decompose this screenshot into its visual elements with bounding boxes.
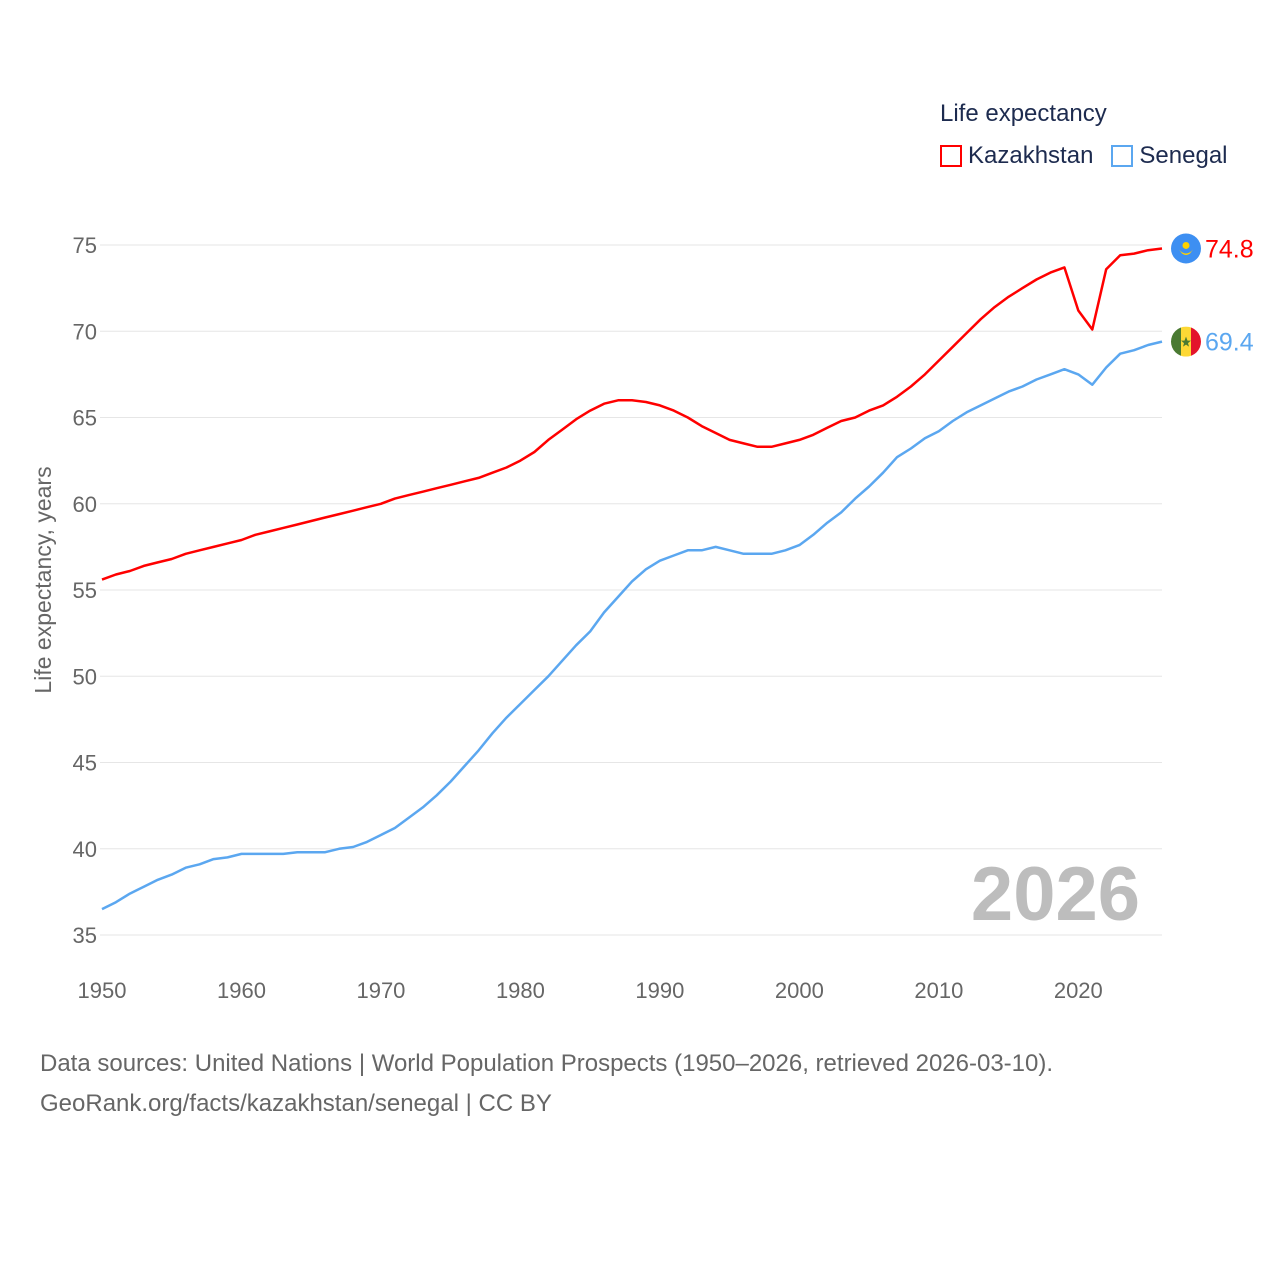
y-tick-label: 35	[73, 923, 97, 948]
source-line: Data sources: United Nations | World Pop…	[40, 1050, 1054, 1077]
x-tick-label: 1970	[356, 978, 405, 1003]
legend-item-kazakhstan[interactable]: Kazakhstan	[940, 142, 1093, 170]
x-tick-label: 1980	[496, 978, 545, 1003]
end-label-kazakhstan: 74.8	[1205, 235, 1254, 263]
source-link[interactable]: GeoRank.org/facts/kazakhstan/senegal | C…	[40, 1090, 552, 1117]
legend-item-senegal[interactable]: Senegal	[1111, 142, 1228, 170]
legend-title: Life expectancy	[940, 100, 1107, 127]
y-axis-label: Life expectancy, years	[30, 466, 56, 693]
y-tick-label: 70	[73, 319, 97, 344]
source-note: Data sources: United Nations | World Pop…	[40, 1044, 1053, 1124]
y-tick-label: 60	[73, 492, 97, 517]
senegal-flag-icon	[1171, 326, 1201, 357]
legend-swatch-kazakhstan	[940, 145, 962, 167]
y-tick-label: 40	[73, 837, 97, 862]
legend: Kazakhstan Senegal	[940, 142, 1228, 170]
legend-label-senegal: Senegal	[1139, 142, 1228, 169]
y-tick-label: 50	[73, 664, 97, 689]
y-tick-label: 55	[73, 578, 97, 603]
end-label-senegal: 69.4	[1205, 329, 1254, 357]
y-tick-label: 75	[73, 233, 97, 258]
x-tick-label: 2020	[1054, 978, 1103, 1003]
x-tick-label: 1950	[78, 978, 127, 1003]
series-line-senegal	[101, 340, 1163, 911]
y-tick-label: 45	[73, 751, 97, 776]
x-tick-label: 2010	[914, 978, 963, 1003]
x-tick-label: 1960	[217, 978, 266, 1003]
legend-swatch-senegal	[1111, 145, 1134, 167]
year-watermark: 2026	[971, 852, 1140, 937]
x-tick-label: 2000	[775, 978, 824, 1003]
x-tick-label: 1990	[635, 978, 684, 1003]
series-line-kazakhstan	[101, 247, 1163, 581]
legend-label-kazakhstan: Kazakhstan	[968, 142, 1094, 169]
y-tick-label: 65	[73, 406, 97, 431]
kazakhstan-flag-icon	[1171, 233, 1201, 264]
